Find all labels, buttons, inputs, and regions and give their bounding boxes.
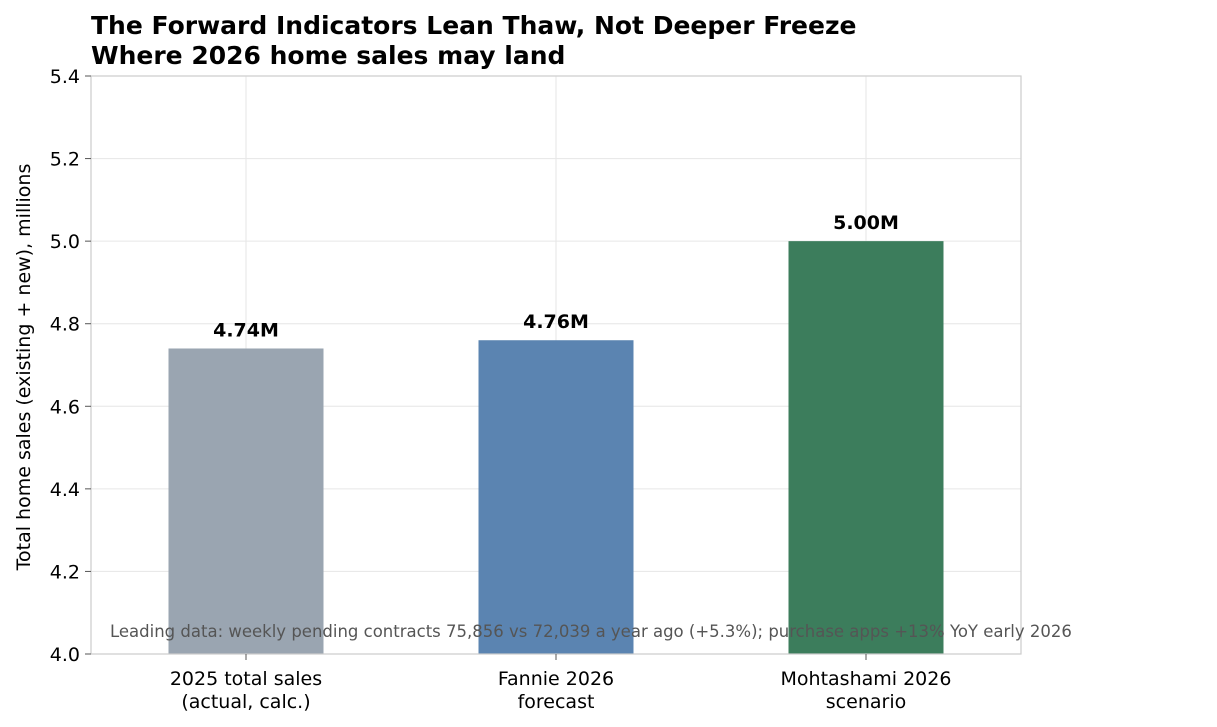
bar (168, 348, 324, 654)
y-tick-label: 4.0 (50, 644, 80, 666)
y-tick-label: 4.2 (50, 561, 80, 583)
bar (788, 241, 944, 654)
y-axis-label: Total home sales (existing + new), milli… (13, 164, 35, 572)
x-tick-label: 2025 total sales (actual, calc.) (170, 668, 322, 713)
bar (478, 340, 634, 654)
x-tick-label: Mohtashami 2026 scenario (781, 668, 952, 713)
label-layer: 4.74M 4.76M 5.00M (213, 212, 899, 341)
bar-layer (168, 241, 944, 654)
bar-value-label: 4.74M (213, 319, 279, 341)
chart-title: The Forward Indicators Lean Thaw, Not De… (91, 11, 857, 40)
y-tick-label: 5.4 (50, 66, 80, 88)
axis-layer: 4.0 4.2 4.4 4.6 4.8 5.0 5.2 5.4 2025 total sales… (50, 66, 1022, 713)
y-tick-label: 4.6 (50, 396, 80, 418)
y-tick-label: 5.0 (50, 231, 80, 253)
y-tick-label: 4.8 (50, 314, 80, 336)
bar-value-label: 5.00M (833, 212, 899, 234)
x-tick-label: Fannie 2026 forecast (498, 668, 614, 713)
y-tick-label: 5.2 (50, 149, 80, 171)
annotation-note: Leading data: weekly pending contracts 7… (110, 622, 1072, 641)
bar-value-label: 4.76M (523, 311, 589, 333)
y-tick-label: 4.4 (50, 479, 80, 501)
chart-subtitle: Where 2026 home sales may land (91, 41, 566, 70)
